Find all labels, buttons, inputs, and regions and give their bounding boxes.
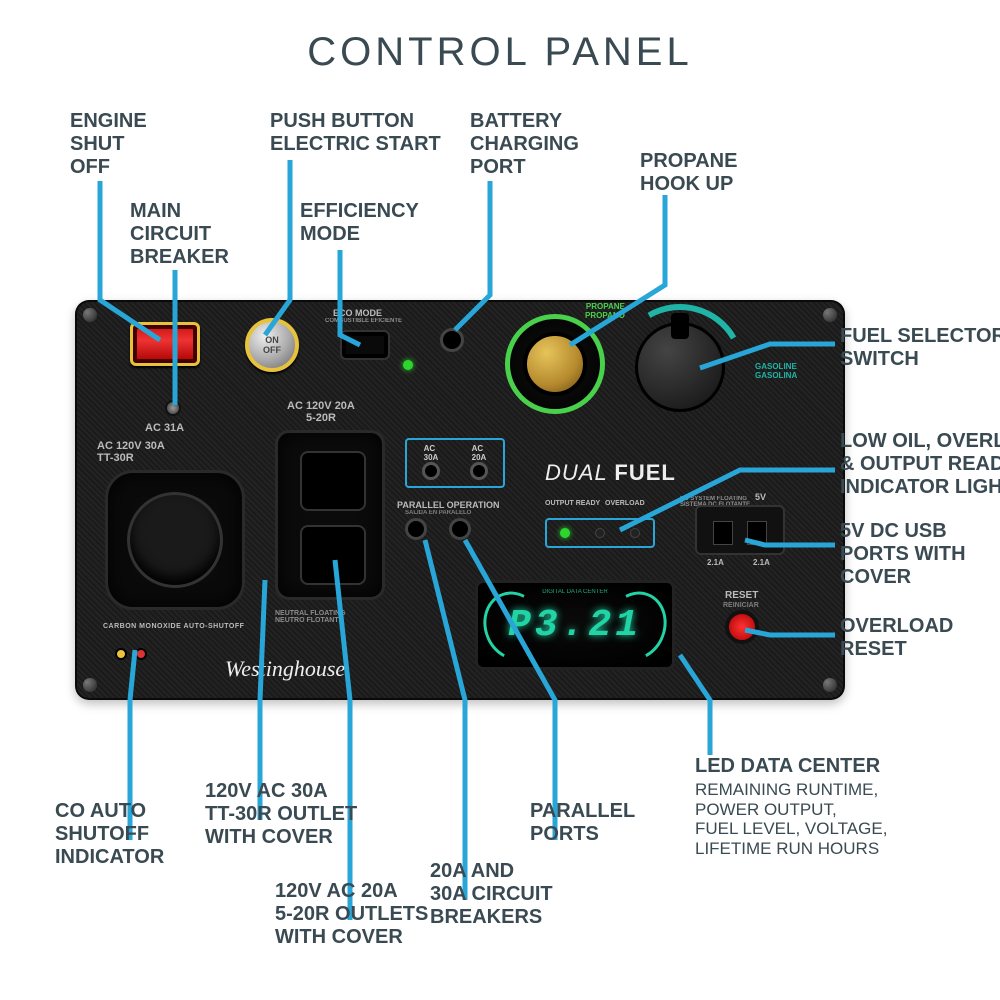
outlet-icon[interactable] [300,525,366,585]
co-shutoff-label: CARBON MONOXIDE AUTO-SHUTOFF [103,623,244,630]
callout-parallel: PARALLEL PORTS [530,800,635,846]
parallel-label-es: SALIDA EN PARALELO [405,510,471,516]
reset-label: RESET [725,590,758,601]
callout-propane: PROPANE HOOK UP [640,150,737,196]
usb-amp-b: 2.1A [753,558,770,567]
screw-icon [83,308,97,322]
callout-indicator-lights: LOW OIL, OVERLOAD & OUTPUT READY INDICAT… [840,430,1000,499]
dual-fuel-light: DUAL [545,460,607,485]
parallel-ports [405,518,471,540]
usb-5v-label: 5V [755,492,766,502]
sr20-label: AC 120V 20A 5-20R [287,400,355,424]
gasoline-label: GASOLINE GASOLINA [755,362,797,380]
output-ready-label: OUTPUT READY [545,500,600,507]
eco-mode-label-es: COMBUSTIBLE EFICIENTE [325,318,402,324]
fuel-selector-knob[interactable] [635,322,725,412]
callout-led-data-sub: REMAINING RUNTIME, POWER OUTPUT, FUEL LE… [695,780,887,858]
breaker-20a-label: AC 20A [472,444,487,462]
screw-icon [823,308,837,322]
lcd-title: DIGITAL DATA CENTER [478,589,672,661]
main-breaker-button[interactable] [165,400,181,416]
dual-fuel-text: DUAL FUEL [545,460,676,486]
co-yellow-led-icon [115,648,127,660]
callout-push-button: PUSH BUTTON ELECTRIC START [270,110,441,156]
parallel-port-a[interactable] [405,518,427,540]
5-20r-outlets[interactable] [275,430,385,600]
overload-reset-button[interactable] [725,610,759,644]
callout-fuel-selector: FUEL SELECTOR SWITCH [840,325,1000,371]
engine-shutoff-switch[interactable] [130,322,200,366]
callout-battery-port: BATTERY CHARGING PORT [470,110,579,179]
parallel-label: PARALLEL OPERATION [397,500,500,510]
battery-charging-port[interactable] [440,328,464,352]
ac31a-label: AC 31A [145,422,184,434]
parallel-port-b[interactable] [449,518,471,540]
callout-efficiency: EFFICIENCY MODE [300,200,419,246]
led-data-center-display: P3.21 DIGITAL DATA CENTER [475,580,675,670]
callout-sr20: 120V AC 20A 5-20R OUTLETS WITH COVER [275,880,428,949]
indicator-lights [545,518,655,548]
callout-overload-reset: OVERLOAD RESET [840,615,953,661]
callout-co-auto: CO AUTO SHUTOFF INDICATOR [55,800,164,869]
callout-engine-shutoff: ENGINE SHUT OFF [70,110,147,179]
co-red-led-icon [135,648,147,660]
eco-mode-label: ECO MODE [333,308,382,318]
control-panel: AC 31A ON OFF ECO MODE COMBUSTIBLE EFICI… [75,300,845,700]
screw-icon [83,678,97,692]
tt30r-outlet[interactable] [105,470,245,610]
usb-ports-cover[interactable] [695,505,785,555]
dual-fuel-bold: FUEL [614,460,675,485]
reset-label-es: REINICIAR [723,602,759,609]
propane-hookup-port[interactable] [505,314,605,414]
breaker-30a-button[interactable] [422,462,440,480]
breaker-30a-label: AC 30A [424,444,439,462]
callout-usb: 5V DC USB PORTS WITH COVER [840,520,966,589]
electric-start-button[interactable]: ON OFF [245,318,299,372]
low-oil-led-icon [630,528,640,538]
output-ready-led-icon [560,528,570,538]
start-button-label: ON OFF [263,335,281,355]
screw-icon [823,678,837,692]
overload-led-icon [595,528,605,538]
neutral-floating-label: NEUTRAL FLOATING NEUTRO FLOTANTE [275,610,346,624]
callout-led-data: LED DATA CENTER [695,755,880,778]
brand-logo: Westinghouse [225,656,345,682]
co-indicator-lights [115,648,147,660]
breaker-20a-button[interactable] [470,462,488,480]
propane-label: PROPANE PROPANO [585,302,625,320]
usb-amp-a: 2.1A [707,558,724,567]
efficiency-mode-switch[interactable] [340,330,390,360]
eco-led-icon [403,360,413,370]
ac-circuit-breakers: AC 30A AC 20A [405,438,505,488]
callout-main-breaker: MAIN CIRCUIT BREAKER [130,200,229,269]
overload-label: OVERLOAD [605,500,645,507]
tt30-label: AC 120V 30A TT-30R [97,440,165,464]
callout-breakers: 20A AND 30A CIRCUIT BREAKERS [430,860,553,929]
outlet-icon[interactable] [300,451,366,511]
page-title: CONTROL PANEL [0,30,1000,75]
callout-tt30: 120V AC 30A TT-30R OUTLET WITH COVER [205,780,357,849]
